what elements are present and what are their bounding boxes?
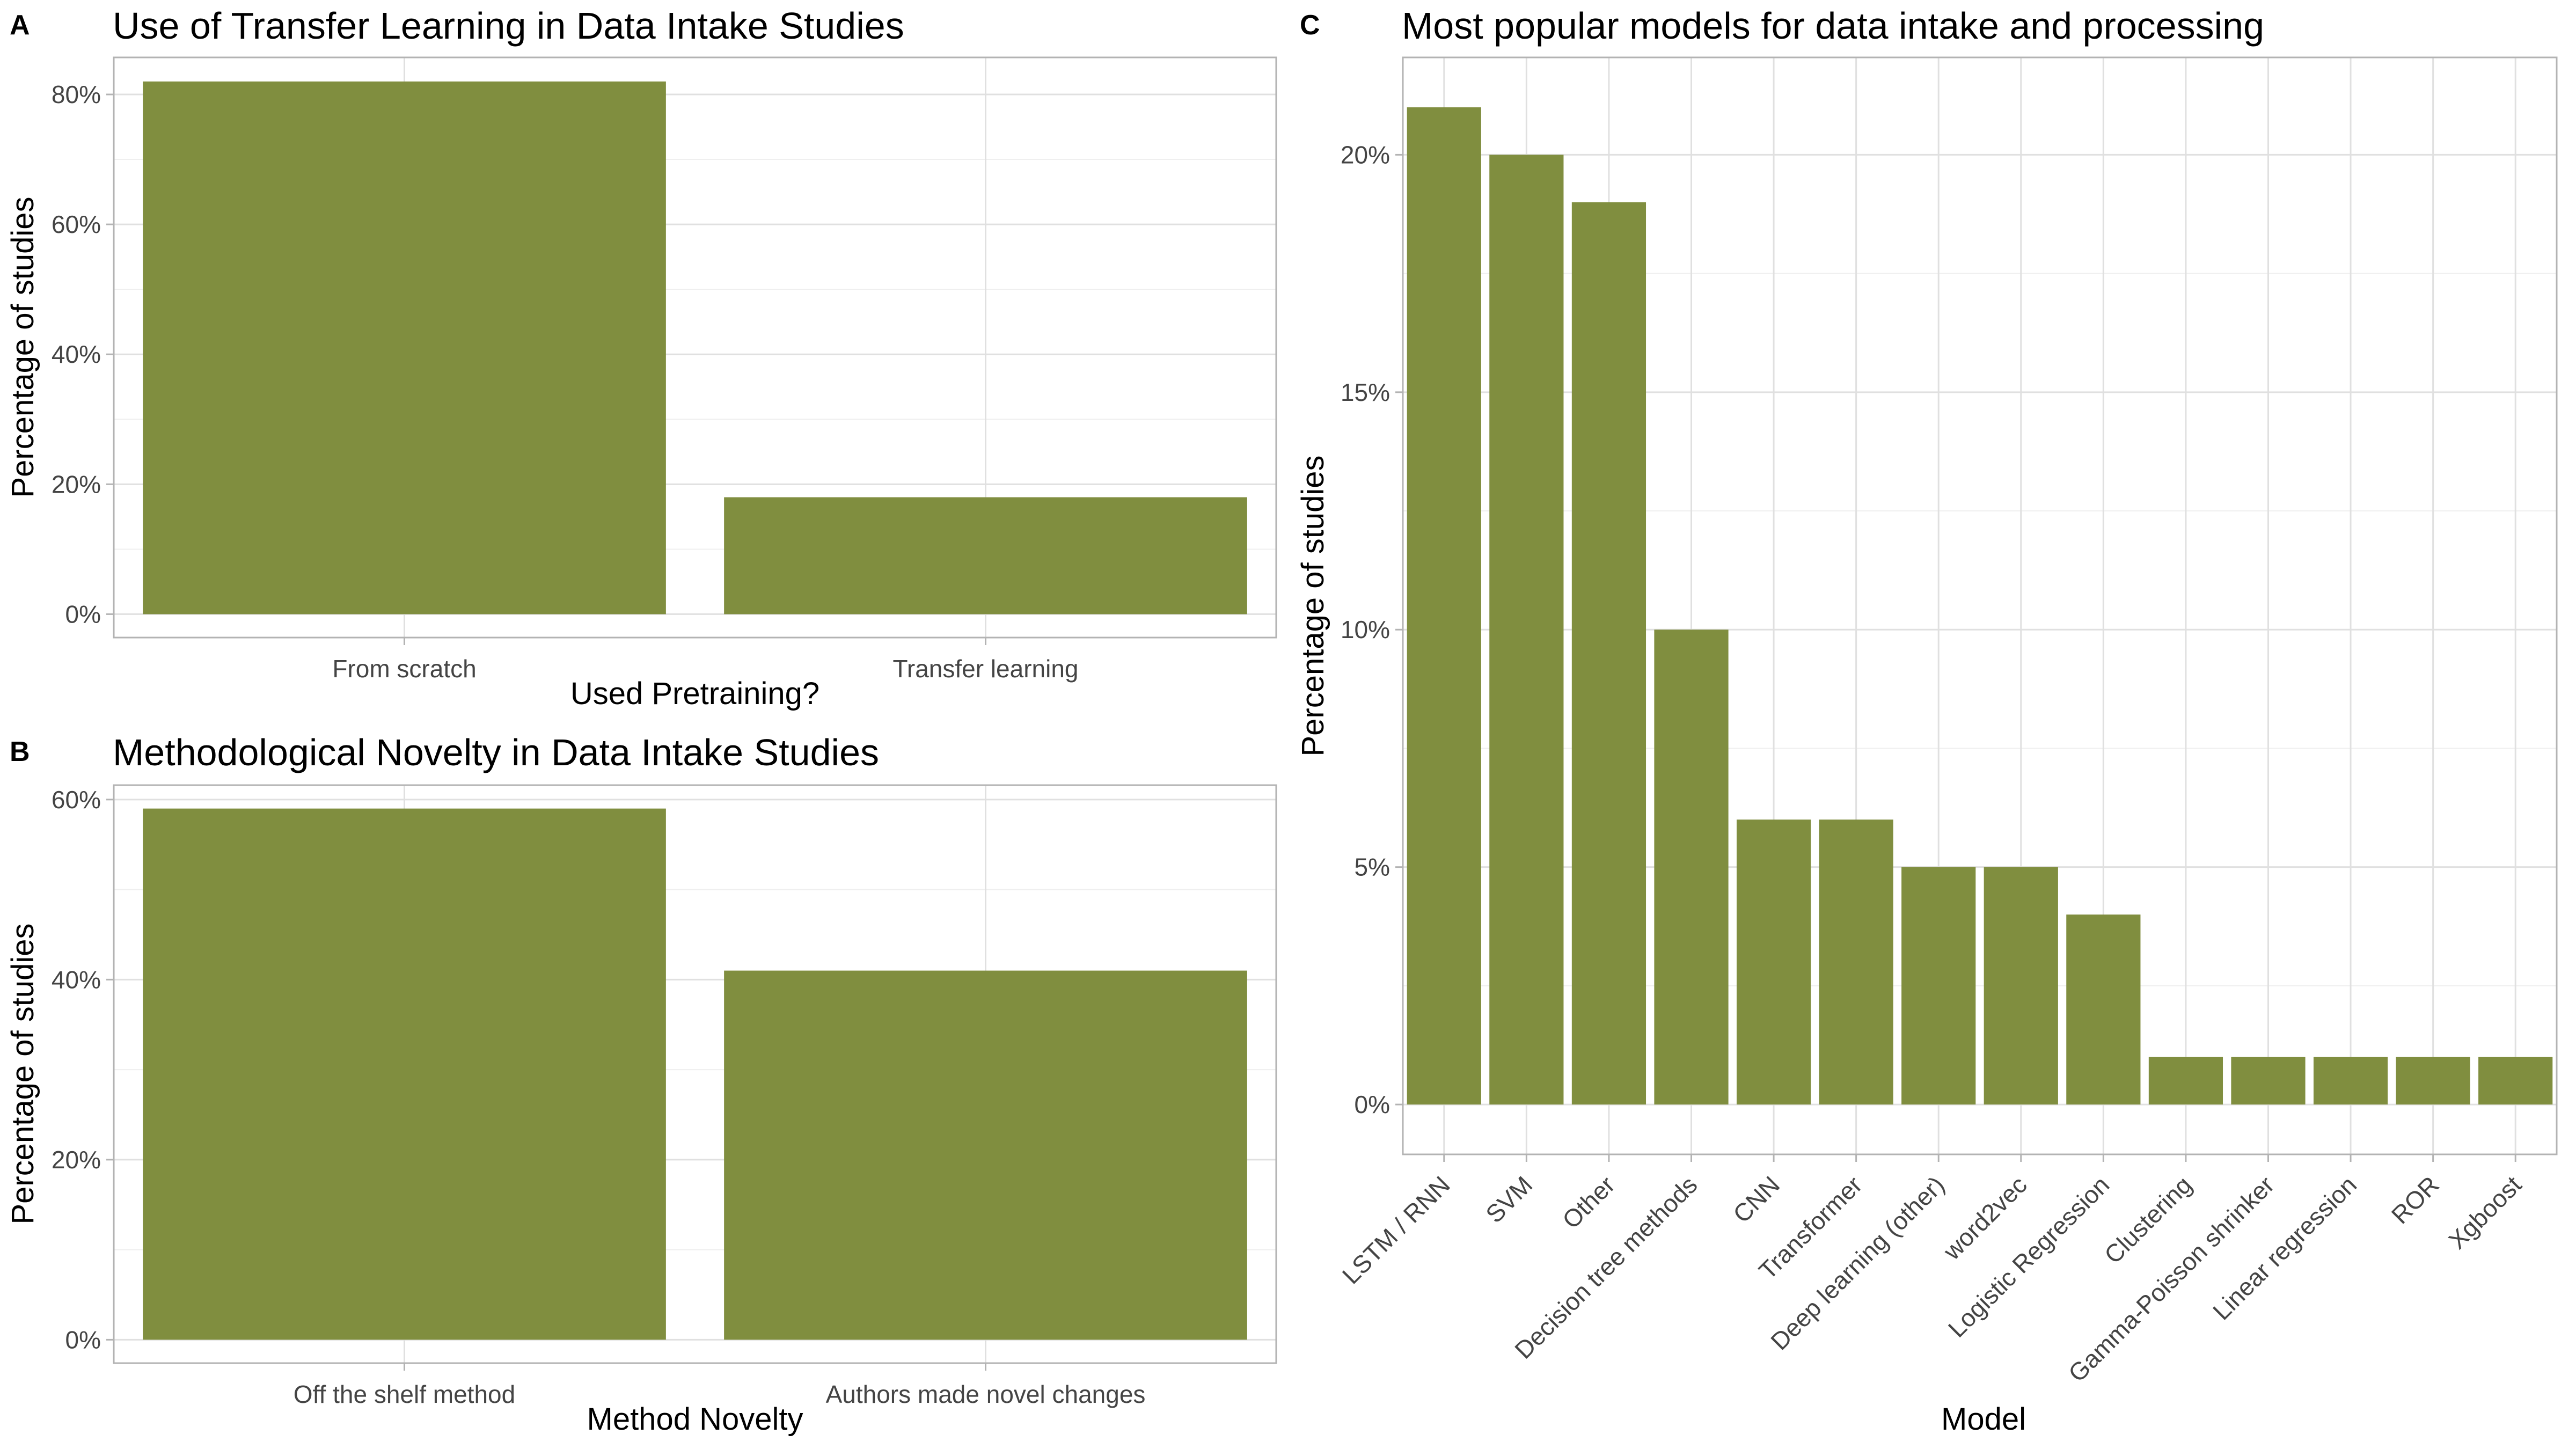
x-tick-label: CNN — [1728, 1170, 1785, 1228]
panel-tag-a: A — [10, 10, 30, 41]
y-tick-label: 60% — [52, 210, 101, 238]
panel-a-y-axis-label: Percentage of studies — [5, 196, 40, 497]
panel-a-plot-border — [113, 56, 1277, 639]
y-tick-label: 40% — [52, 965, 101, 993]
y-tick-label: 15% — [1341, 378, 1390, 406]
y-tick-label: 5% — [1355, 853, 1390, 881]
panel-b-x-ticks: Off the shelf method Authors made novel c… — [294, 1363, 1146, 1408]
panel-c-bars — [1407, 107, 2553, 1105]
panel-c-x-axis-label: Model — [1941, 1402, 2026, 1437]
panel-b-title: Methodological Novelty in Data Intake St… — [113, 731, 879, 773]
panel-a-title: Use of Transfer Learning in Data Intake … — [113, 5, 904, 47]
x-tick-label: Logistic Regression — [1943, 1170, 2115, 1343]
bar-decision-tree-methods — [1654, 630, 1729, 1105]
panel-b-x-axis-label: Method Novelty — [587, 1402, 803, 1437]
x-tick-label: Transfer learning — [892, 655, 1078, 683]
bar-linear-regression — [2313, 1057, 2388, 1105]
panel-b-y-ticks: 0% 20% 40% 60% — [52, 786, 114, 1353]
bar-gamma-poisson-shrinker — [2231, 1057, 2306, 1105]
y-tick-label: 60% — [52, 786, 101, 814]
bar-transfer-learning — [724, 497, 1247, 614]
bar-xgboost — [2478, 1057, 2553, 1105]
panel-a-y-ticks: 0% 20% 40% 60% 80% — [52, 80, 114, 628]
x-tick-label: Xgboost — [2443, 1170, 2527, 1254]
y-tick-label: 20% — [52, 1146, 101, 1174]
panel-c-y-ticks: 0% 5% 10% 15% 20% — [1341, 141, 1403, 1118]
panel-b-y-axis-label: Percentage of studies — [5, 923, 40, 1224]
panel-c-title: Most popular models for data intake and … — [1402, 5, 2264, 47]
bar-authors-made-novel-changes — [724, 970, 1247, 1340]
bar-deep-learning-other — [1901, 867, 1976, 1105]
panel-c: C Most popular models for data intake an… — [1296, 5, 2558, 1437]
panel-a-bars — [143, 81, 1247, 614]
panel-b-bars — [143, 808, 1247, 1340]
bar-off-the-shelf-method — [143, 808, 666, 1340]
bar-logistic-regression — [2066, 914, 2141, 1105]
x-tick-label: Linear regression — [2207, 1170, 2362, 1325]
x-tick-label: Other — [1557, 1170, 1620, 1234]
x-tick-label: SVM — [1480, 1170, 1538, 1228]
bar-svm — [1489, 155, 1564, 1105]
bar-word2vec — [1984, 867, 2058, 1105]
x-tick-label: ROR — [2386, 1170, 2445, 1229]
panel-a: A Use of Transfer Learning in Data Intak… — [5, 5, 1277, 711]
y-tick-label: 0% — [65, 600, 101, 628]
y-tick-label: 20% — [1341, 141, 1390, 169]
bar-transformer — [1819, 819, 1893, 1105]
y-tick-label: 0% — [1355, 1091, 1390, 1118]
x-tick-label: Off the shelf method — [294, 1380, 515, 1408]
panel-b-plot-border — [113, 784, 1277, 1364]
panel-c-y-axis-label: Percentage of studies — [1296, 455, 1330, 756]
y-tick-label: 10% — [1341, 616, 1390, 643]
y-tick-label: 0% — [65, 1326, 101, 1353]
bar-lstm-rnn — [1407, 107, 1481, 1105]
x-tick-label: From scratch — [332, 655, 476, 683]
bar-ror — [2396, 1057, 2470, 1105]
panel-c-plot-border — [1402, 56, 2558, 1155]
x-tick-label: Authors made novel changes — [826, 1380, 1146, 1408]
y-tick-label: 80% — [52, 80, 101, 108]
panel-b: B Methodological Novelty in Data Intake … — [5, 731, 1277, 1437]
bar-from-scratch — [143, 81, 666, 614]
bar-cnn — [1736, 819, 1811, 1105]
bar-clustering — [2148, 1057, 2223, 1105]
y-tick-label: 40% — [52, 340, 101, 368]
x-tick-label: LSTM / RNN — [1337, 1170, 1455, 1289]
y-tick-label: 20% — [52, 470, 101, 498]
panel-tag-b: B — [10, 736, 30, 767]
panel-a-x-axis-label: Used Pretraining? — [570, 676, 819, 711]
panel-tag-c: C — [1300, 10, 1320, 41]
bar-other — [1571, 202, 1646, 1105]
panel-a-x-ticks: From scratch Transfer learning — [332, 638, 1079, 683]
